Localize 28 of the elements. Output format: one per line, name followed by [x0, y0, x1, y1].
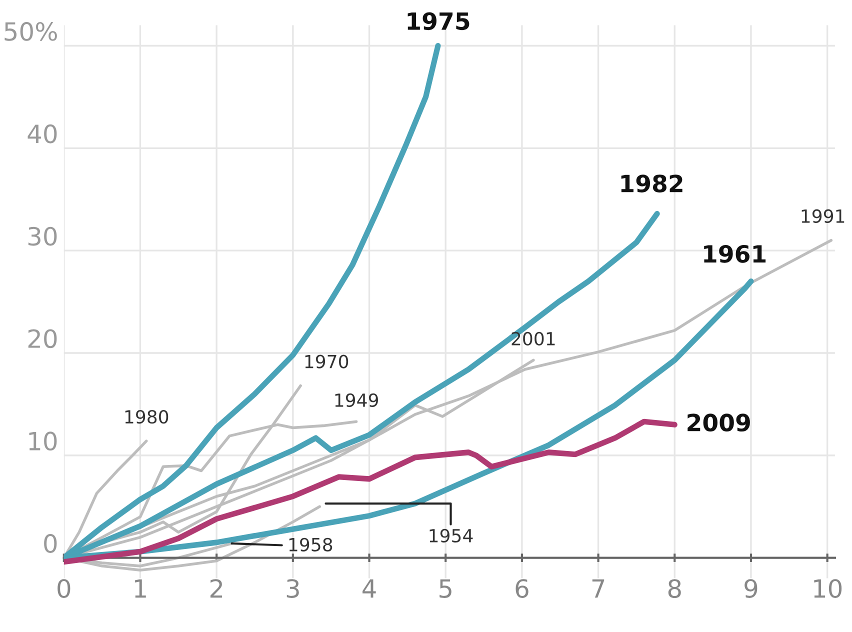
x-tick-label: 5 — [440, 579, 452, 598]
y-tick-label: 50% — [4, 22, 57, 41]
series-label: 2001 — [512, 332, 555, 346]
series-label: 1991 — [802, 209, 844, 223]
x-tick-label: 7 — [592, 579, 604, 598]
y-tick-label: 20 — [28, 329, 57, 348]
x-tick-label: 6 — [516, 579, 528, 598]
y-tick-label: 0 — [44, 534, 57, 553]
text: 1954 — [430, 528, 473, 542]
x-tick-label: 4 — [362, 579, 376, 598]
series-label: 1949 — [335, 393, 378, 407]
x-tick-label: 0 — [58, 579, 70, 598]
x-tick-label: 3 — [286, 579, 299, 598]
y-tick-label: 10 — [29, 432, 57, 451]
text: 1958 — [289, 538, 332, 552]
y-tick-label: 40 — [28, 124, 57, 144]
x-tick-label: 10 — [814, 579, 842, 598]
series-label: 1980 — [125, 410, 168, 424]
series-label: 1961 — [704, 245, 766, 263]
series-label: 2009 — [688, 414, 750, 432]
series-label: 1982 — [621, 174, 682, 192]
series-label: 1975 — [408, 12, 470, 30]
y-tick-label: 30 — [28, 226, 57, 246]
x-tick-label: 1 — [135, 579, 146, 598]
series-label: 1970 — [305, 354, 348, 368]
x-tick-label: 9 — [744, 579, 758, 598]
x-tick-label: 8 — [668, 579, 681, 598]
x-tick-label: 2 — [210, 579, 222, 598]
